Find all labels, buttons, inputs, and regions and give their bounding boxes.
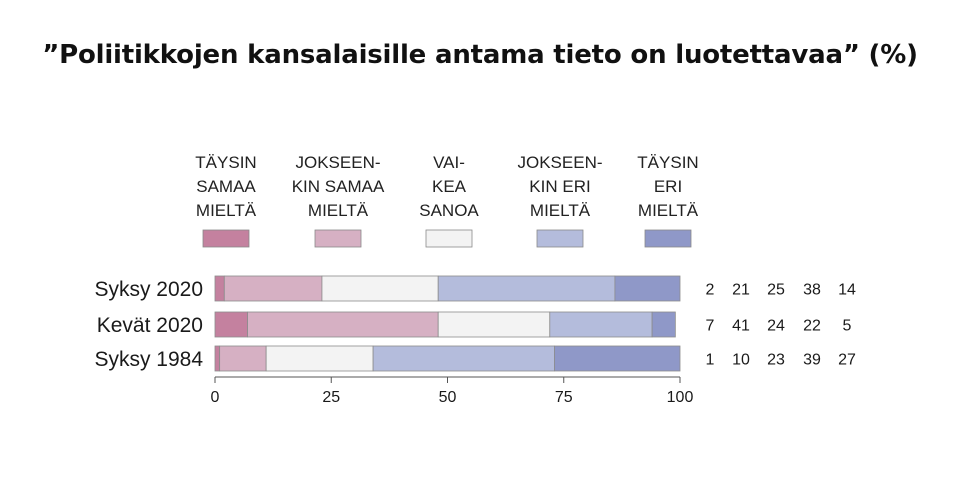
data-value-label: 5 (843, 318, 852, 335)
category-label: Syksy 1984 (94, 348, 203, 371)
legend-label-line: SANOA (419, 201, 479, 220)
legend-label-line: TÄYSIN (637, 153, 698, 172)
data-value-label: 39 (803, 352, 821, 369)
bar-segment (437, 311, 551, 338)
x-tick-label: 100 (667, 389, 694, 406)
data-value-label: 21 (732, 282, 750, 299)
bar-segment (214, 345, 221, 372)
data-value-label: 25 (767, 282, 785, 299)
data-value-label: 24 (767, 318, 785, 335)
bar-segment (214, 275, 225, 302)
data-value-label: 38 (803, 282, 821, 299)
legend-label-line: JOKSEEN- (295, 153, 380, 172)
data-value-label: 41 (732, 318, 750, 335)
data-value-label: 22 (803, 318, 821, 335)
legend-swatch (425, 229, 473, 248)
category-label: Syksy 2020 (94, 278, 203, 301)
data-value-label: 7 (706, 318, 715, 335)
x-tick-label: 50 (439, 389, 457, 406)
legend-label-line: KIN ERI (529, 177, 590, 196)
legend-label-line: SAMAA (196, 177, 256, 196)
bar-segment (437, 275, 616, 302)
x-tick-label: 75 (555, 389, 573, 406)
data-value-label: 2 (706, 282, 715, 299)
legend-label-line: MIELTÄ (530, 201, 591, 220)
bar-segment (372, 345, 555, 372)
legend-label-line: VAI- (433, 153, 465, 172)
legend-label-line: KEA (432, 177, 467, 196)
bar-segment (223, 275, 323, 302)
legend-swatch (536, 229, 584, 248)
x-axis: 0 25 50 75 100 (211, 376, 694, 406)
legend-swatch (314, 229, 362, 248)
legend-label-line: MIELTÄ (638, 201, 699, 220)
plot-area: Syksy 2020 Kevät 2020 Syksy 1984 (94, 275, 681, 372)
legend-label-line: KIN SAMAA (292, 177, 385, 196)
bar-segment (651, 311, 676, 338)
legend-label-line: TÄYSIN (195, 153, 256, 172)
bar-segment (321, 275, 439, 302)
data-value-label: 27 (838, 352, 856, 369)
x-tick-label: 25 (322, 389, 340, 406)
category-label: Kevät 2020 (97, 314, 203, 337)
bar-segment (265, 345, 374, 372)
chart-title: ”Poliitikkojen kansalaisille antama tiet… (42, 40, 918, 70)
data-value-label: 14 (838, 282, 856, 299)
legend-swatch (202, 229, 250, 248)
bar-segment (614, 275, 681, 302)
bar-segment (214, 311, 248, 338)
legend-label-line: MIELTÄ (308, 201, 369, 220)
legend-label-line: MIELTÄ (196, 201, 257, 220)
x-tick-label: 0 (211, 389, 220, 406)
bar-segment (549, 311, 653, 338)
legend: TÄYSIN SAMAA MIELTÄ JOKSEEN- KIN SAMAA MIELTÄ… (195, 153, 699, 248)
legend-label-line: ERI (654, 177, 682, 196)
data-value-label: 1 (706, 352, 715, 369)
bar-segment (219, 345, 267, 372)
legend-swatch (644, 229, 692, 248)
value-labels: 2 21 25 38 14 7 41 24 22 5 1 10 23 39 27 (706, 282, 856, 369)
data-value-label: 10 (732, 352, 750, 369)
bar-segment (554, 345, 681, 372)
data-value-label: 23 (767, 352, 785, 369)
bar-segment (247, 311, 439, 338)
legend-label-line: JOKSEEN- (517, 153, 602, 172)
